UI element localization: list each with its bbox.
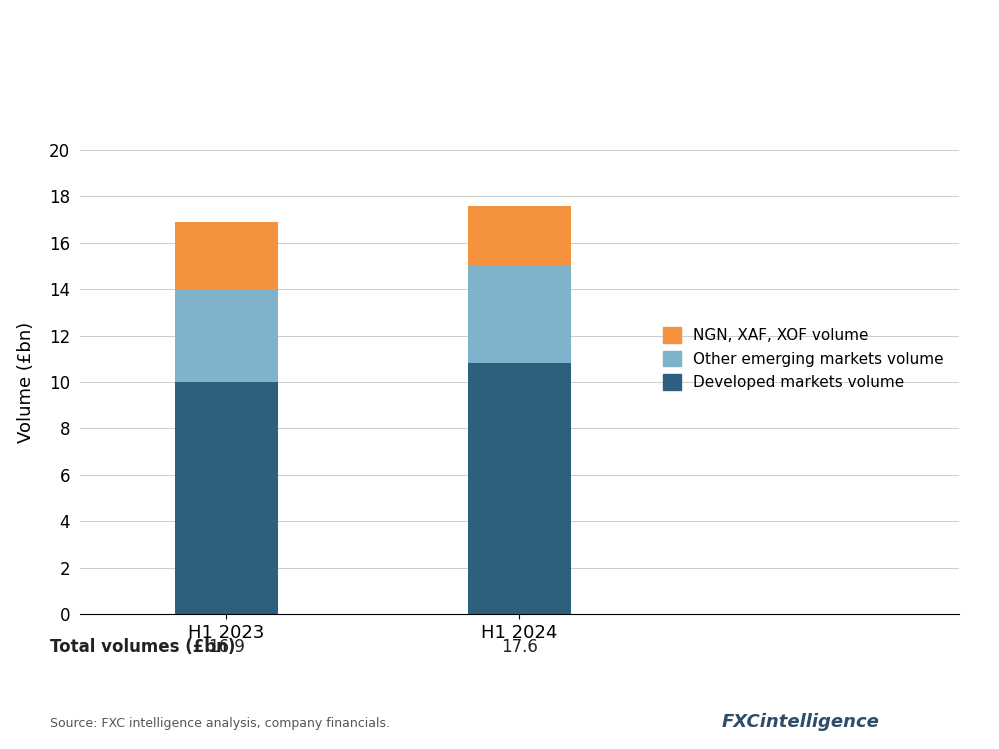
Legend: NGN, XAF, XOF volume, Other emerging markets volume, Developed markets volume: NGN, XAF, XOF volume, Other emerging mar… — [655, 320, 951, 398]
Text: 17.6: 17.6 — [501, 637, 537, 655]
Text: CAB’s volumes decline across NGN, XAF, XOF corridors: CAB’s volumes decline across NGN, XAF, X… — [25, 31, 963, 61]
Text: Total volumes (£bn): Total volumes (£bn) — [50, 637, 236, 655]
Bar — [175, 222, 278, 289]
Bar — [469, 363, 570, 614]
Text: 16.9: 16.9 — [208, 637, 245, 655]
Bar — [175, 382, 278, 614]
Bar — [469, 205, 570, 266]
Text: Half-yearly volume split by market type, H1 2023 and H1 2024: Half-yearly volume split by market type,… — [25, 92, 680, 112]
Bar — [175, 289, 278, 382]
Text: FXCintelligence: FXCintelligence — [721, 712, 879, 730]
Text: Source: FXC intelligence analysis, company financials.: Source: FXC intelligence analysis, compa… — [50, 717, 390, 730]
Bar — [469, 266, 570, 363]
Y-axis label: Volume (£bn): Volume (£bn) — [17, 321, 35, 443]
